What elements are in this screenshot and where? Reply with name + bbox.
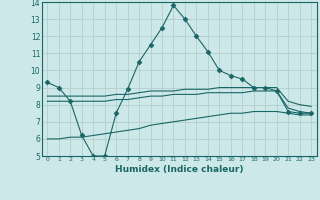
X-axis label: Humidex (Indice chaleur): Humidex (Indice chaleur)	[115, 165, 244, 174]
